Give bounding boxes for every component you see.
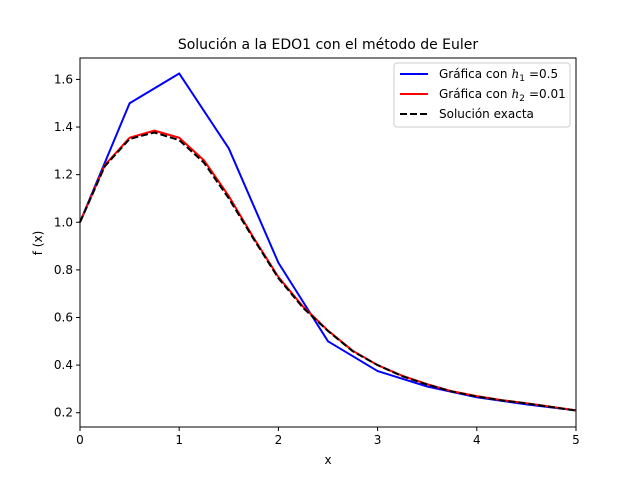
legend-box bbox=[393, 62, 571, 128]
y-tick-label: 1.4 bbox=[54, 120, 73, 134]
x-tick-label: 0 bbox=[76, 433, 84, 447]
x-tick-label: 3 bbox=[374, 433, 382, 447]
y-tick-label: 0.2 bbox=[54, 406, 73, 420]
y-axis-label: f (x) bbox=[31, 231, 45, 256]
x-axis-label: x bbox=[324, 453, 331, 467]
x-axis: 0 1 2 3 4 5 bbox=[76, 427, 580, 447]
legend-label-3: Solución exacta bbox=[439, 107, 534, 121]
series-line-3 bbox=[79, 131, 577, 412]
chart-title: Solución a la EDO1 con el método de Eule… bbox=[178, 37, 479, 53]
legend-label-2: Gráfica con h2 =0.01 bbox=[439, 87, 566, 104]
y-tick-label: 0.8 bbox=[54, 263, 73, 277]
x-tick-label: 1 bbox=[175, 433, 183, 447]
y-tick-label: 0.6 bbox=[54, 310, 73, 324]
axes-frame bbox=[79, 57, 577, 428]
x-tick-label: 5 bbox=[572, 433, 580, 447]
x-tick-label: 2 bbox=[275, 433, 283, 447]
y-tick-label: 0.4 bbox=[54, 358, 73, 372]
legend: Gráfica con h1 =0.5 Gráfica con h2 =0.01 Soluc… bbox=[393, 62, 571, 128]
x-tick-label: 4 bbox=[473, 433, 481, 447]
legend-label-1: Gráfica con h1 =0.5 bbox=[439, 67, 558, 84]
y-tick-label: 1.2 bbox=[54, 168, 73, 182]
y-tick-label: 1.0 bbox=[54, 215, 73, 229]
plot-area bbox=[79, 72, 577, 412]
y-tick-label: 1.6 bbox=[54, 72, 73, 86]
y-axis: 0.2 0.4 0.6 0.8 1.0 1.2 1.4 1.6 bbox=[54, 72, 80, 420]
